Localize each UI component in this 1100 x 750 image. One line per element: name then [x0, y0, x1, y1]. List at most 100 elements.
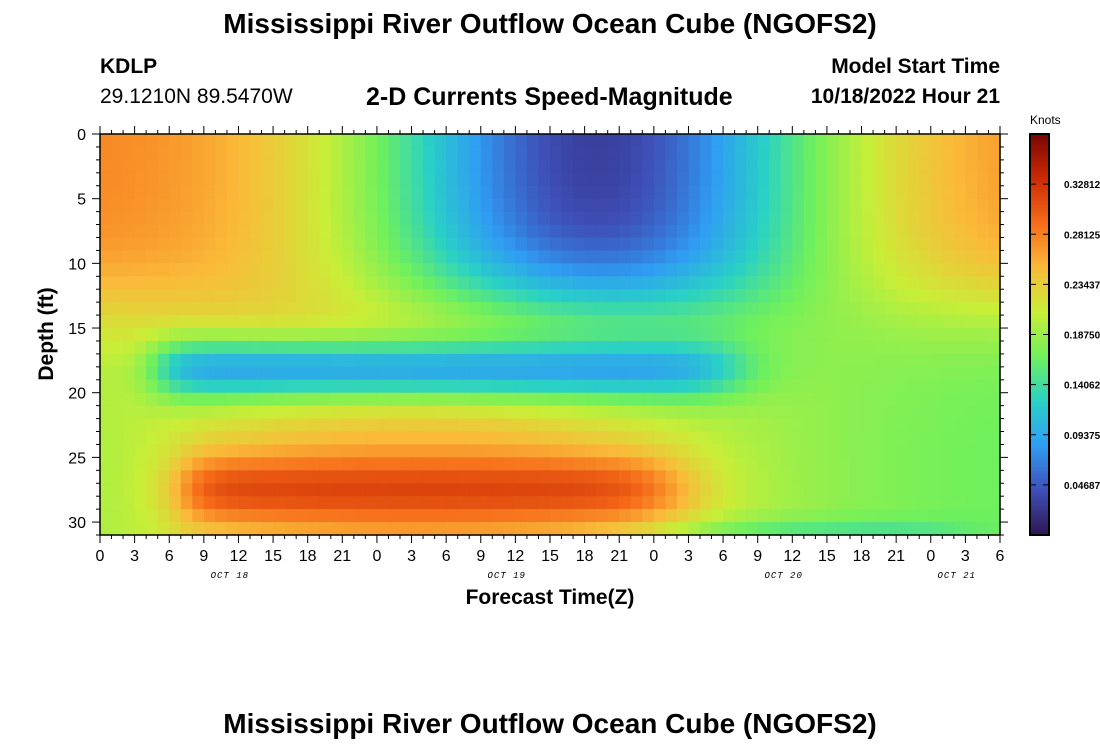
heatmap-cell: [515, 431, 528, 446]
heatmap-cell: [550, 509, 563, 523]
heatmap-cell: [653, 237, 666, 252]
heatmap-cell: [157, 146, 170, 161]
heatmap-cell: [538, 198, 551, 213]
heatmap-cell: [688, 211, 701, 226]
heatmap-cell: [284, 315, 297, 329]
heatmap-cell: [907, 405, 920, 420]
heatmap-cell: [226, 159, 240, 174]
heatmap-cell: [296, 237, 309, 252]
heatmap-cell: [469, 328, 482, 342]
heatmap-cell: [284, 457, 297, 471]
heatmap-cell: [642, 211, 655, 226]
heatmap-cell: [319, 509, 332, 523]
heatmap-cell: [434, 250, 447, 264]
heatmap-cell: [976, 431, 990, 446]
heatmap-cell: [676, 224, 690, 239]
heatmap-cell: [100, 328, 113, 342]
heatmap-cell: [376, 146, 390, 161]
heatmap-cell: [642, 392, 655, 407]
heatmap-cell: [550, 276, 563, 290]
heatmap-cell: [665, 250, 678, 264]
x-tick-label: 3: [407, 548, 416, 565]
heatmap-cell: [653, 289, 666, 303]
heatmap-cell: [365, 392, 378, 407]
heatmap-cell: [296, 366, 309, 381]
heatmap-cell: [573, 405, 586, 420]
heatmap-cell: [757, 379, 770, 394]
heatmap-cell: [573, 250, 586, 264]
heatmap-cell: [134, 328, 147, 342]
heatmap-cell: [526, 263, 540, 277]
heatmap-cell: [469, 457, 482, 471]
heatmap-cell: [965, 353, 978, 368]
heatmap-cell: [873, 509, 886, 523]
heatmap-cell: [423, 198, 436, 213]
heatmap-cell: [100, 431, 113, 446]
heatmap-cell: [596, 457, 609, 471]
heatmap-cell: [896, 392, 909, 407]
heatmap-cell: [388, 289, 401, 303]
heatmap-cell: [192, 418, 205, 433]
heatmap-cell: [780, 340, 793, 355]
heatmap-cell: [723, 185, 736, 200]
heatmap-cell: [976, 470, 990, 484]
heatmap-cell: [330, 276, 343, 290]
heatmap-cell: [169, 276, 182, 290]
heatmap-cell: [526, 134, 540, 148]
heatmap-cell: [342, 405, 355, 420]
heatmap-cell: [746, 444, 759, 458]
heatmap-cell: [838, 379, 851, 394]
heatmap-cell: [192, 483, 205, 497]
heatmap-cell: [111, 315, 124, 329]
heatmap-cell: [642, 496, 655, 510]
heatmap-cell: [411, 134, 424, 148]
heatmap-cell: [342, 328, 355, 342]
heatmap-cell: [307, 457, 320, 471]
heatmap-cell: [850, 418, 863, 433]
heatmap-cell: [434, 198, 447, 213]
heatmap-cell: [457, 146, 470, 161]
heatmap-cell: [192, 134, 205, 148]
heatmap-cell: [434, 522, 447, 536]
heatmap-cell: [665, 379, 678, 394]
heatmap-cell: [942, 134, 955, 148]
heatmap-cell: [492, 237, 505, 252]
heatmap-cell: [573, 509, 586, 523]
heatmap-cell: [757, 366, 770, 381]
heatmap-cell: [457, 134, 470, 148]
heatmap-cell: [353, 172, 366, 187]
heatmap-cell: [873, 340, 886, 355]
heatmap-cell: [907, 379, 920, 394]
heatmap-cell: [411, 509, 424, 523]
heatmap-cell: [365, 328, 378, 342]
heatmap-cell: [157, 289, 170, 303]
heatmap-cell: [573, 146, 586, 161]
heatmap-cell: [203, 159, 216, 174]
heatmap-cell: [469, 483, 482, 497]
heatmap-cell: [146, 418, 159, 433]
heatmap-cell: [907, 366, 920, 381]
heatmap-cell: [446, 379, 459, 394]
heatmap-cell: [861, 185, 874, 200]
heatmap-cell: [100, 418, 113, 433]
heatmap-cell: [111, 289, 124, 303]
heatmap-cell: [850, 198, 863, 213]
heatmap-cell: [965, 276, 978, 290]
heatmap-cell: [711, 134, 724, 148]
heatmap-cell: [907, 431, 920, 446]
heatmap-cell: [480, 496, 493, 510]
heatmap-cell: [203, 431, 216, 446]
heatmap-cell: [584, 353, 597, 368]
main-title: Mississippi River Outflow Ocean Cube (NG…: [223, 8, 877, 39]
heatmap-cell: [446, 315, 459, 329]
heatmap-cell: [815, 340, 828, 355]
heatmap-cell: [803, 172, 816, 187]
heatmap-cell: [480, 509, 493, 523]
heatmap-cell: [503, 470, 516, 484]
colorbar-tick-label: 0.04687: [1064, 481, 1100, 492]
heatmap-cell: [146, 263, 159, 277]
heatmap-cell: [803, 185, 816, 200]
heatmap-cell: [596, 470, 609, 484]
heatmap-cell: [169, 405, 182, 420]
heatmap-cell: [642, 340, 655, 355]
